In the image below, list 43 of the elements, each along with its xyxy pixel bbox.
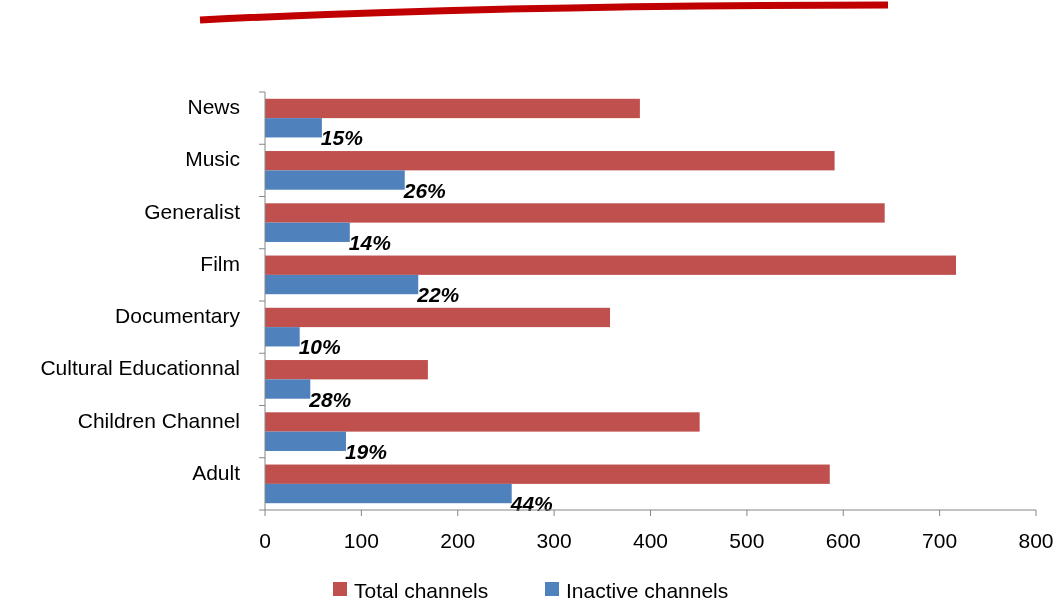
x-tick-label: 300 bbox=[536, 529, 572, 552]
x-tick-label: 500 bbox=[729, 529, 765, 552]
legend-label: Total channels bbox=[354, 579, 489, 602]
annotation: 15% bbox=[320, 126, 364, 150]
annotation: 10% bbox=[298, 335, 342, 359]
bar bbox=[265, 118, 322, 138]
y-tick-label: News bbox=[187, 95, 240, 119]
bar bbox=[265, 222, 350, 242]
x-tick-label: 800 bbox=[1018, 529, 1054, 552]
bar bbox=[265, 255, 957, 275]
y-tick-label: Children Channel bbox=[77, 408, 240, 432]
bar bbox=[265, 327, 300, 347]
y-tick-label: Cultural Educationnal bbox=[40, 356, 240, 380]
annotation: 22% bbox=[416, 283, 460, 307]
legend-label: Inactive channels bbox=[566, 579, 729, 602]
bar bbox=[265, 98, 640, 119]
bar bbox=[265, 307, 611, 328]
y-tick-label: Music bbox=[185, 147, 240, 171]
x-tick-label: 700 bbox=[922, 529, 958, 552]
y-tick-label: Documentary bbox=[115, 304, 241, 328]
annotation: 26% bbox=[402, 178, 447, 202]
bar bbox=[265, 151, 835, 171]
bar bbox=[265, 203, 885, 223]
bar bbox=[265, 360, 428, 380]
bar bbox=[265, 274, 419, 295]
bar bbox=[265, 483, 512, 504]
x-tick-label: 600 bbox=[825, 529, 861, 552]
x-tick-label: 0 bbox=[259, 529, 271, 552]
y-tick-label: Adult bbox=[192, 460, 241, 484]
y-tick-label: Film bbox=[200, 251, 240, 275]
x-tick-label: 200 bbox=[440, 529, 476, 552]
bar bbox=[265, 379, 311, 399]
bar bbox=[265, 431, 346, 451]
x-tick-label: 100 bbox=[343, 529, 379, 552]
bar bbox=[265, 170, 405, 190]
annotation: 28% bbox=[308, 387, 352, 411]
annotation: 44% bbox=[509, 492, 554, 516]
bar bbox=[265, 412, 700, 432]
annotation: 19% bbox=[344, 439, 388, 463]
y-tick-label: Generalist bbox=[144, 199, 241, 223]
annotation: 14% bbox=[348, 230, 392, 254]
bar bbox=[265, 464, 830, 484]
x-tick-label: 400 bbox=[632, 529, 669, 552]
